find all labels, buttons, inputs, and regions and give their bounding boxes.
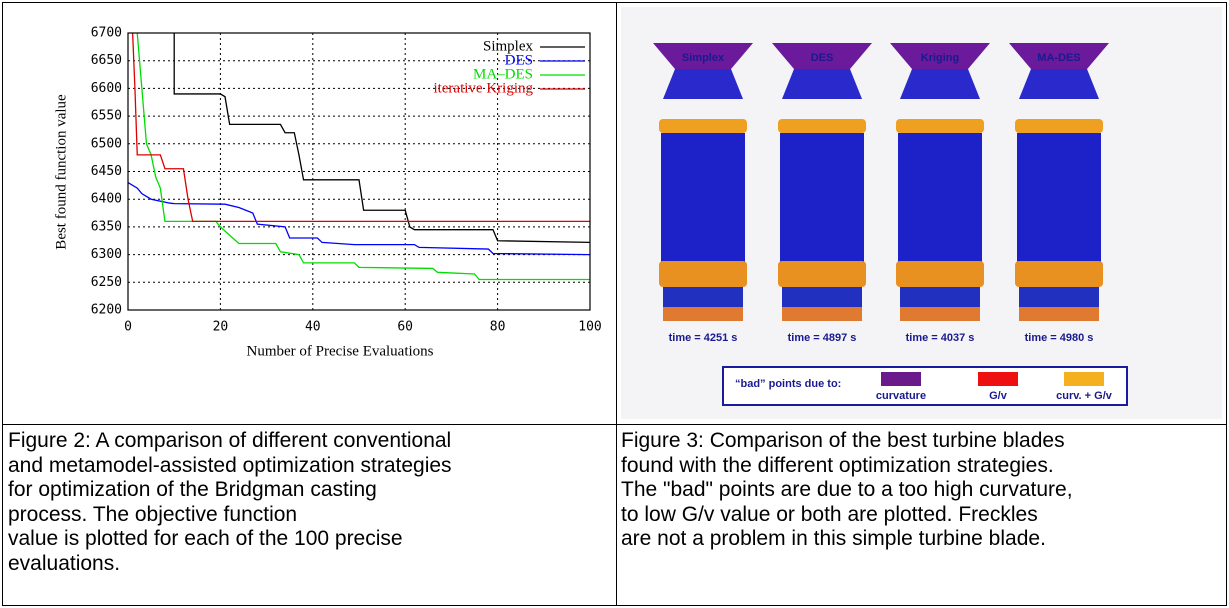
blade-title: Simplex	[682, 52, 725, 64]
figure-3: Simplex DES Kriging MA-DES time = 4251 s time…	[621, 7, 1222, 419]
x-tick-label: 100	[578, 320, 601, 335]
caption-line: found with the different optimization st…	[621, 454, 1073, 479]
y-tick-label: 6600	[91, 81, 122, 96]
legend-swatch	[881, 372, 921, 386]
x-axis-title: Number of Precise Evaluations	[246, 343, 433, 359]
legend-swatch	[1064, 372, 1104, 386]
caption-line: process. The objective function	[8, 503, 452, 528]
caption-line: Figure 2: A comparison of different conv…	[8, 429, 452, 454]
series-line	[128, 183, 590, 255]
legend-item: curvature	[876, 390, 926, 402]
caption-line: are not a problem in this simple turbine…	[621, 527, 1073, 552]
blade-time: time = 4251 s	[669, 332, 738, 344]
y-tick-label: 6450	[91, 164, 122, 179]
chart: Number of Precise Evaluations Best found…	[0, 0, 616, 424]
legend-swatch	[978, 372, 1018, 386]
legend-item: curv. + G/v	[1056, 390, 1113, 402]
caption-line: evaluations.	[8, 552, 452, 577]
legend-label: iterative Kriging	[433, 80, 533, 96]
y-tick-label: 6500	[91, 136, 122, 151]
y-tick-label: 6300	[91, 247, 122, 262]
blade-title: Kriging	[921, 52, 960, 64]
y-tick-label: 6700	[91, 26, 122, 41]
x-tick-label: 40	[305, 320, 321, 335]
blade-time: time = 4037 s	[906, 332, 975, 344]
x-tick-label: 80	[490, 320, 506, 335]
y-tick-label: 6200	[91, 303, 122, 318]
x-tick-label: 60	[397, 320, 413, 335]
y-tick-label: 6400	[91, 192, 122, 207]
y-tick-label: 6350	[91, 219, 122, 234]
y-axis-title: Best found function value	[53, 94, 69, 250]
legend-title: “bad” points due to:	[735, 378, 841, 390]
y-tick-label: 6550	[91, 109, 122, 124]
y-tick-label: 6250	[91, 275, 122, 290]
caption: Figure 2: A comparison of different conv…	[8, 429, 452, 577]
caption-line: and metamodel-assisted optimization stra…	[8, 454, 452, 479]
blade-title: DES	[811, 52, 834, 64]
page: Number of Precise Evaluations Best found…	[0, 0, 1229, 608]
blade-time: time = 4980 s	[1025, 332, 1094, 344]
blade-time: time = 4897 s	[788, 332, 857, 344]
caption: Figure 3: Comparison of the best turbine…	[621, 429, 1073, 552]
x-tick-label: 0	[124, 320, 132, 335]
blade-title: MA-DES	[1037, 52, 1080, 64]
caption-line: value is plotted for each of the 100 pre…	[8, 527, 452, 552]
y-tick-label: 6650	[91, 53, 122, 68]
caption-line: to low G/v value or both are plotted. Fr…	[621, 503, 1073, 528]
x-tick-label: 20	[213, 320, 229, 335]
caption-line: Figure 3: Comparison of the best turbine…	[621, 429, 1073, 454]
caption-line: for optimization of the Bridgman casting	[8, 478, 452, 503]
caption-line: The "bad" points are due to a too high c…	[621, 478, 1073, 503]
legend-item: G/v	[989, 390, 1008, 402]
